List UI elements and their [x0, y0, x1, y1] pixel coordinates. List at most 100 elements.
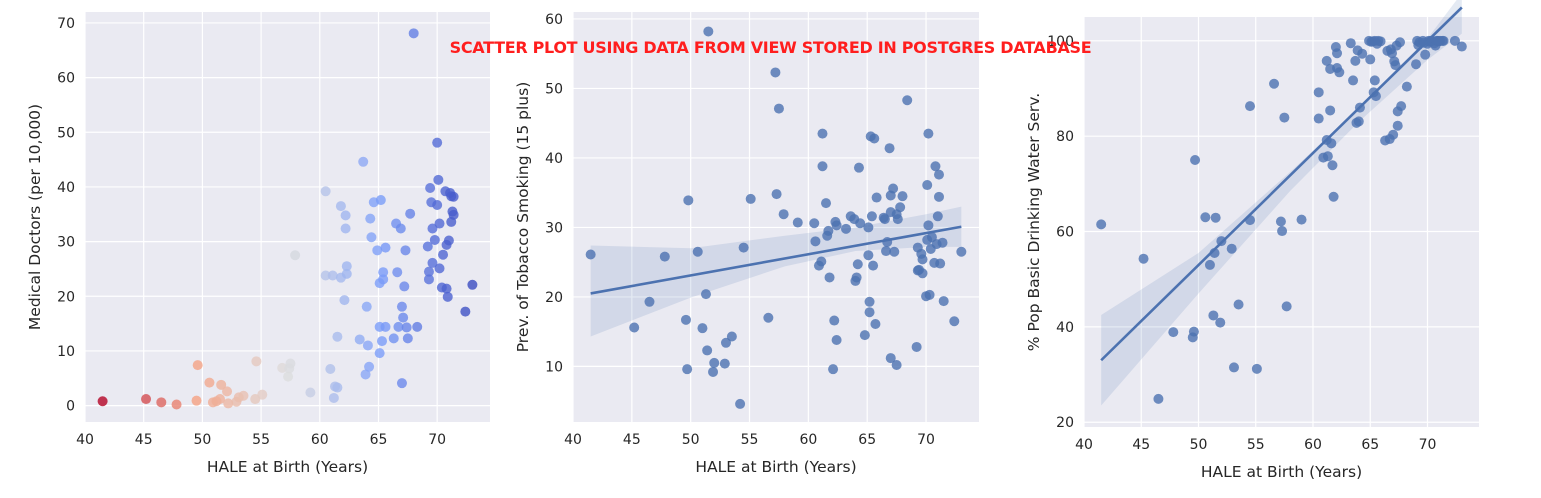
- data-point: [817, 161, 828, 172]
- x-tick-label: 45: [135, 432, 153, 448]
- x-tick-label: 65: [858, 432, 876, 448]
- data-point: [917, 268, 928, 279]
- data-point: [881, 246, 892, 257]
- data-point: [683, 195, 694, 206]
- data-point: [192, 360, 203, 371]
- data-point: [222, 386, 233, 397]
- y-tick-label: 20: [545, 290, 563, 306]
- data-point: [1233, 299, 1244, 310]
- y-tick-label: 50: [57, 125, 75, 141]
- data-point: [1396, 101, 1407, 112]
- data-point: [659, 251, 670, 262]
- data-point: [448, 209, 459, 220]
- x-tick-label: 65: [1361, 437, 1379, 453]
- data-point: [1357, 48, 1368, 59]
- y-tick-label: 0: [66, 399, 75, 415]
- data-point: [328, 392, 339, 403]
- data-point: [332, 382, 343, 393]
- data-point: [339, 295, 350, 306]
- data-point: [425, 183, 436, 194]
- data-point: [868, 260, 879, 271]
- data-point: [290, 250, 301, 261]
- data-point: [869, 133, 880, 144]
- confidence-band: [590, 206, 962, 337]
- data-point: [884, 143, 895, 154]
- data-point: [1281, 301, 1292, 312]
- data-point: [1245, 101, 1256, 112]
- data-point: [1348, 75, 1359, 86]
- data-point: [1327, 160, 1338, 171]
- regression-line: [1100, 6, 1463, 362]
- data-point: [763, 312, 774, 323]
- data-point: [1277, 226, 1288, 237]
- data-point: [399, 281, 410, 292]
- data-point: [216, 379, 227, 390]
- data-point: [864, 307, 875, 318]
- data-point: [372, 245, 383, 256]
- data-point: [866, 211, 877, 222]
- data-point: [1332, 48, 1343, 59]
- data-point: [889, 246, 900, 257]
- data-point: [885, 353, 896, 364]
- data-point: [709, 357, 720, 368]
- y-axis-label: Medical Doctors (per 10,000): [26, 104, 44, 330]
- data-point: [1251, 363, 1262, 374]
- data-point: [933, 169, 944, 180]
- x-tick-label: 55: [1247, 437, 1265, 453]
- data-point: [823, 225, 834, 236]
- data-point: [448, 191, 459, 202]
- data-point: [1296, 214, 1307, 225]
- data-point: [824, 272, 835, 283]
- y-tick-label: 80: [1056, 129, 1074, 145]
- data-point: [467, 279, 478, 290]
- data-point: [1200, 212, 1211, 223]
- data-point: [738, 242, 749, 253]
- x-tick-label: 70: [428, 432, 446, 448]
- data-point: [427, 223, 438, 234]
- data-point: [853, 162, 864, 173]
- y-tick-label: 60: [57, 71, 75, 87]
- data-point: [441, 283, 452, 294]
- x-tick-label: 40: [1075, 437, 1093, 453]
- data-point: [327, 270, 338, 281]
- data-point: [366, 232, 377, 243]
- chart-1-doctors: 40 45 50 55 60 65 70 0 10 20 30 40 50 60 70 HALE at Bir…: [26, 12, 490, 476]
- data-point: [375, 195, 386, 206]
- data-point: [949, 316, 960, 327]
- data-point: [395, 223, 406, 234]
- data-point: [726, 331, 737, 342]
- data-point: [1345, 38, 1356, 49]
- data-point: [1449, 35, 1460, 46]
- data-point: [380, 242, 391, 253]
- data-point: [335, 201, 346, 212]
- data-point: [171, 399, 182, 410]
- data-point: [897, 191, 908, 202]
- y-tick-label: 30: [57, 235, 75, 251]
- chart-2-tobacco: 40 45 50 55 60 65 70 10 20 30 40 50 60 HALE at Birth …: [514, 12, 979, 476]
- data-point: [870, 319, 881, 330]
- data-point: [719, 358, 730, 369]
- data-point: [434, 263, 445, 274]
- y-axis-label: % Pop Basic Drinking Water Serv.: [1025, 93, 1043, 351]
- data-point: [340, 223, 351, 234]
- data-point: [1420, 49, 1431, 60]
- x-tick-label: 60: [799, 432, 817, 448]
- data-point: [223, 398, 234, 409]
- y-tick-label: 20: [57, 289, 75, 305]
- data-point: [377, 336, 387, 347]
- data-point: [1334, 67, 1345, 78]
- data-point: [405, 208, 416, 219]
- data-point: [305, 387, 316, 398]
- x-tick-label: 45: [1132, 437, 1150, 453]
- data-point: [1210, 212, 1221, 223]
- data-point: [1208, 310, 1219, 321]
- y-tick-label: 100: [1047, 34, 1074, 50]
- data-point: [398, 312, 409, 323]
- data-point: [809, 218, 820, 229]
- y-tick-label: 70: [57, 16, 75, 32]
- data-point: [364, 361, 375, 372]
- data-point: [423, 274, 434, 285]
- data-point: [1401, 81, 1412, 92]
- x-tick-label: 55: [741, 432, 759, 448]
- data-point: [1228, 362, 1239, 373]
